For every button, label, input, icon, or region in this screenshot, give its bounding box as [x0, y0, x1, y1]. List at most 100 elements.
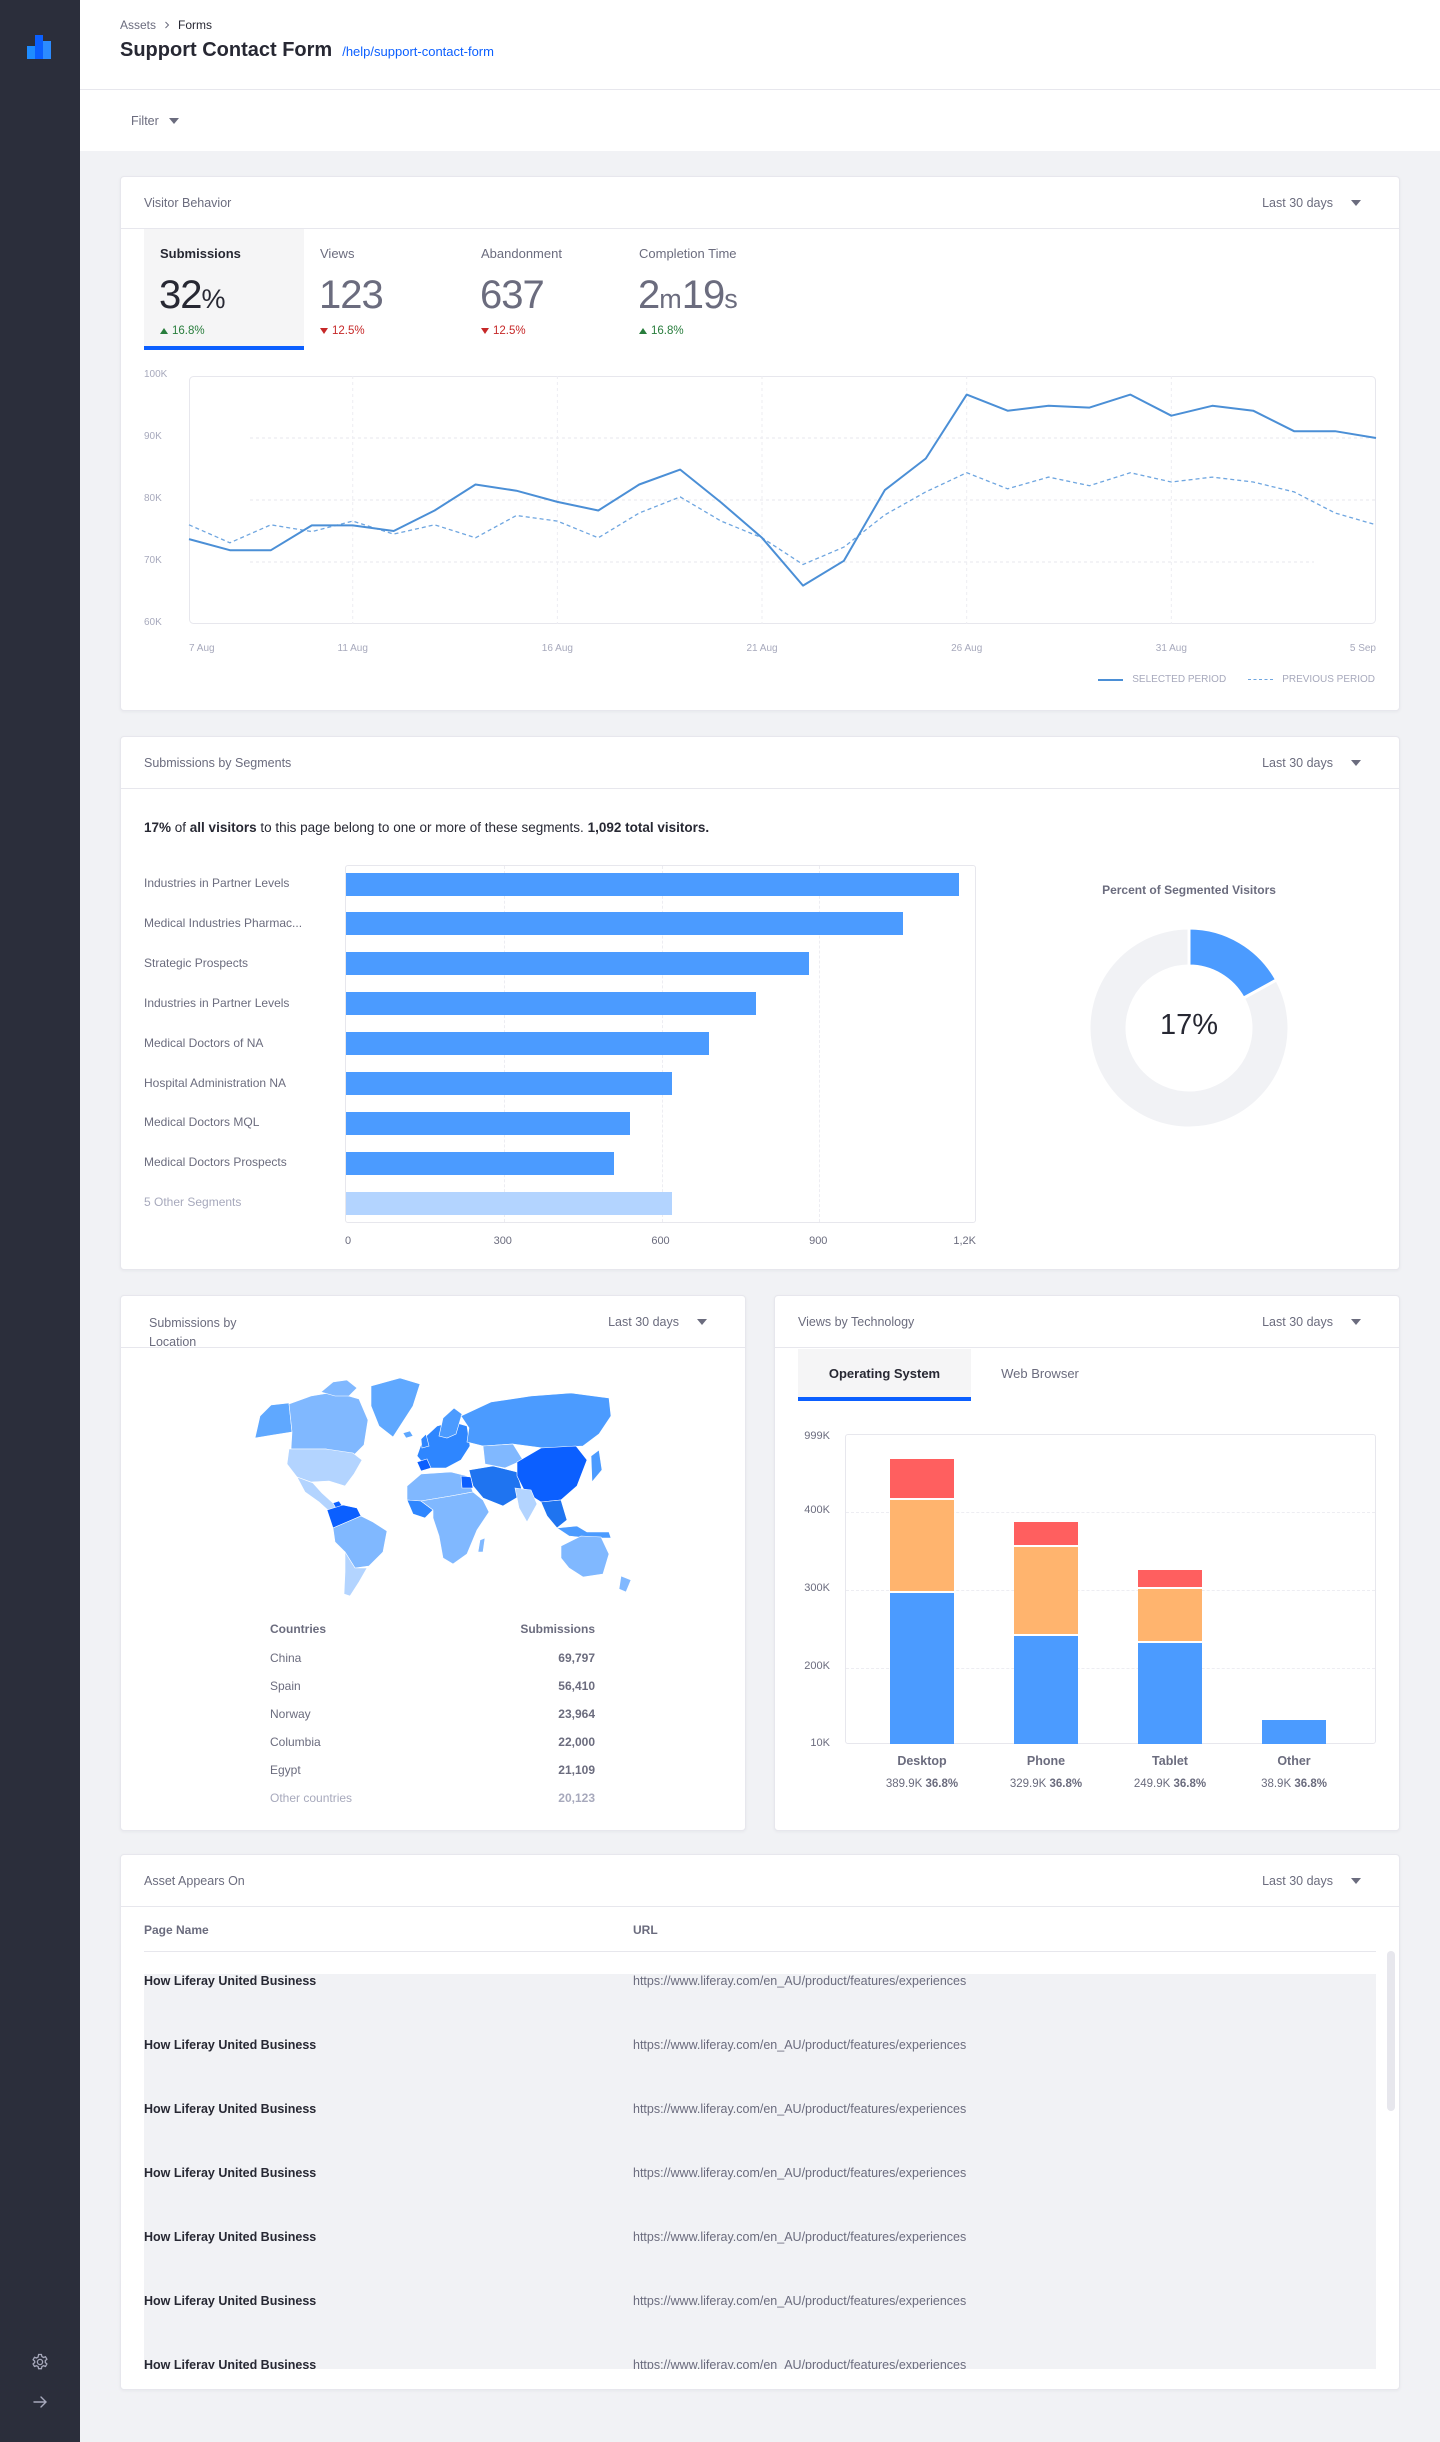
date-range-dropdown[interactable]: Last 30 days	[1262, 756, 1361, 770]
segment-bar[interactable]	[346, 1072, 673, 1095]
stacked-bar-segment-phone[interactable]	[1014, 1546, 1078, 1634]
segment-label[interactable]: 5 Other Segments	[144, 1195, 242, 1210]
stacked-bar-segment-phone[interactable]	[1014, 1635, 1078, 1744]
page-name-link[interactable]: How Liferay United Business	[144, 2358, 1376, 2369]
country-row[interactable]: Columbia 22,000	[270, 1735, 595, 1749]
delta-value: 16.8%	[651, 325, 684, 337]
date-range-label: Last 30 days	[608, 1315, 679, 1329]
stacked-bar-segment-other[interactable]	[1262, 1719, 1326, 1744]
segment-bar[interactable]	[346, 1191, 673, 1215]
country-row[interactable]: Egypt 21,109	[270, 1763, 595, 1777]
filter-dropdown[interactable]: Filter	[131, 114, 179, 128]
card-title: Visitor Behavior	[144, 196, 232, 210]
country-row[interactable]: Spain 56,410	[270, 1679, 595, 1693]
map-region-new-zealand	[618, 1575, 632, 1593]
stacked-bar-segment-desktop[interactable]	[890, 1593, 954, 1744]
page-name-link[interactable]: How Liferay United Business	[144, 2294, 1376, 2369]
segment-label[interactable]: Medical Industries Pharmac...	[144, 915, 303, 930]
segment-label[interactable]: Medical Doctors of NA	[144, 1035, 264, 1050]
donut-chart[interactable]	[1089, 928, 1289, 1128]
selected-period-line[interactable]	[188, 393, 1377, 587]
segment-bar[interactable]	[346, 872, 959, 896]
legend-previous-period[interactable]: PREVIOUS PERIOD	[1248, 674, 1375, 685]
segment-label[interactable]: Medical Doctors MQL	[144, 1115, 260, 1130]
tab-web-browser[interactable]: Web Browser	[1001, 1366, 1079, 1381]
previous-period-line[interactable]	[188, 471, 1377, 566]
caret-down-icon	[1351, 200, 1361, 206]
page-url[interactable]: https://www.liferay.com/en_AU/product/fe…	[633, 1974, 967, 1988]
logo-bar	[35, 35, 43, 59]
segment-label[interactable]: Industries in Partner Levels	[144, 995, 290, 1010]
table-row[interactable]: How Liferay United Business https://www.l…	[144, 2144, 1376, 2369]
breadcrumb: Assets Forms	[120, 18, 212, 32]
segment-bar[interactable]	[346, 992, 757, 1016]
segment-bar[interactable]	[346, 1032, 709, 1056]
metric-label: Completion Time	[639, 246, 737, 261]
metric-tab-completion-time[interactable]: Completion Time 2m19s 16.8%	[623, 229, 783, 350]
date-range-dropdown[interactable]: Last 30 days	[1262, 1315, 1361, 1329]
date-range-dropdown[interactable]: Last 30 days	[1262, 1874, 1361, 1888]
column-header-url[interactable]: URL	[633, 1923, 658, 1937]
column-header-page-name[interactable]: Page Name	[144, 1923, 209, 1937]
gear-icon[interactable]	[30, 2352, 50, 2372]
stacked-bar-segment-tablet[interactable]	[1138, 1570, 1202, 1587]
page-url[interactable]: https://www.liferay.com/en_AU/product/fe…	[633, 2294, 967, 2308]
metric-tab-submissions[interactable]: Submissions 32% 16.8%	[144, 229, 304, 350]
analytics-logo-icon[interactable]	[27, 33, 53, 59]
country-row[interactable]: Other countries 20,123	[270, 1791, 595, 1805]
date-range-label: Last 30 days	[1262, 1874, 1333, 1888]
table-scrollbar[interactable]	[1387, 1951, 1395, 2111]
page-url[interactable]: https://www.liferay.com/en_AU/product/fe…	[633, 2166, 967, 2180]
arrow-right-icon[interactable]	[30, 2392, 50, 2412]
page-url[interactable]: https://www.liferay.com/en_AU/product/fe…	[633, 2358, 967, 2369]
date-range-dropdown[interactable]: Last 30 days	[608, 1315, 707, 1329]
segment-label[interactable]: Hospital Administration NA	[144, 1075, 287, 1090]
tab-operating-system[interactable]: Operating System	[798, 1349, 971, 1401]
page-url[interactable]: https://www.liferay.com/en_AU/product/fe…	[633, 2230, 967, 2244]
table-row[interactable]: How Liferay United Business https://www.l…	[144, 2208, 1376, 2369]
metric-tab-abandonment[interactable]: Abandonment 637 12.5%	[465, 229, 625, 350]
table-row[interactable]: How Liferay United Business https://www.l…	[144, 2080, 1376, 2369]
table-row[interactable]: How Liferay United Business https://www.l…	[144, 2272, 1376, 2369]
metric-label: Abandonment	[481, 246, 562, 261]
page-url[interactable]: https://www.liferay.com/en_AU/product/fe…	[633, 2038, 967, 2052]
stacked-bar-segment-desktop[interactable]	[890, 1499, 954, 1592]
metric-number: 637	[480, 273, 545, 317]
legend-selected-period[interactable]: SELECTED PERIOD	[1098, 674, 1226, 685]
line-chart[interactable]	[188, 376, 1377, 624]
legend-label: SELECTED PERIOD	[1132, 674, 1227, 685]
page-url[interactable]: https://www.liferay.com/en_AU/product/fe…	[633, 2102, 967, 2116]
summary-text: of	[171, 820, 190, 835]
summary-all-visitors: all visitors	[189, 820, 257, 835]
delta-value: 12.5%	[493, 325, 526, 337]
date-range-dropdown[interactable]: Last 30 days	[1262, 196, 1361, 210]
card-title: Submissions by Segments	[144, 756, 292, 770]
x-tick-label: 7 Aug	[189, 643, 215, 654]
segment-label[interactable]: Strategic Prospects	[144, 955, 249, 970]
table-row[interactable]: How Liferay United Business https://www.l…	[144, 1952, 1376, 2369]
metric-tab-views[interactable]: Views 123 12.5%	[304, 229, 464, 350]
segment-bar[interactable]	[346, 1111, 630, 1135]
page-path-link[interactable]: /help/support-contact-form	[342, 44, 494, 59]
category-percent: 36.8%	[1294, 1778, 1327, 1790]
breadcrumb-assets[interactable]: Assets	[120, 18, 157, 32]
country-row[interactable]: China 69,797	[270, 1651, 595, 1665]
table-row[interactable]: How Liferay United Business https://www.l…	[144, 2336, 1376, 2369]
world-map[interactable]	[121, 1356, 747, 1606]
segment-label[interactable]: Industries in Partner Levels	[144, 876, 290, 890]
stacked-bar-segment-tablet[interactable]	[1138, 1588, 1202, 1641]
stacked-bar-segment-desktop[interactable]	[890, 1458, 954, 1498]
country-name: China	[270, 1651, 302, 1665]
segment-bar[interactable]	[346, 912, 904, 936]
table-row[interactable]: How Liferay United Business https://www.l…	[144, 2016, 1376, 2369]
stacked-bar-segment-phone[interactable]	[1014, 1521, 1078, 1545]
donut-segmented-slice[interactable]	[1187, 928, 1279, 1001]
country-row[interactable]: Norway 23,964	[270, 1707, 595, 1721]
segment-label[interactable]: Medical Doctors Prospects	[144, 1155, 287, 1170]
donut-remainder-slice[interactable]	[1089, 928, 1289, 1128]
metric-number: 19	[681, 273, 725, 317]
stacked-bar-segment-tablet[interactable]	[1138, 1642, 1202, 1744]
metric-delta: 12.5%	[320, 325, 365, 337]
segment-bar[interactable]	[346, 952, 809, 976]
segment-bar[interactable]	[346, 1151, 615, 1175]
